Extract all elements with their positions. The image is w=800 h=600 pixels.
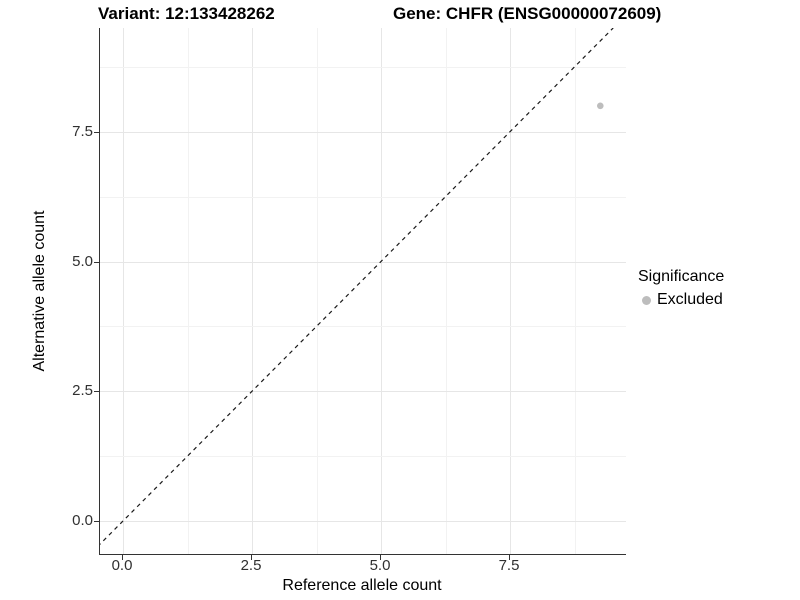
plot-title-gene: Gene: CHFR (ENSG00000072609) (393, 4, 662, 23)
y-tick-mark (94, 521, 99, 522)
y-tick-mark (94, 391, 99, 393)
gridline-major-vertical (123, 28, 124, 554)
x-tick-label: 7.5 (498, 557, 520, 574)
y-tick-mark (94, 131, 99, 133)
gridline-minor-vertical (574, 28, 576, 554)
x-tick-mark (509, 555, 510, 560)
x-tick-label: 5.0 (369, 557, 391, 574)
gridline-major-horizontal (100, 391, 626, 393)
legend-item-excluded: Excluded (642, 291, 724, 309)
grid-layer (100, 28, 626, 554)
y-axis-label: Alternative allele count (31, 210, 48, 372)
gridline-major-vertical (252, 28, 253, 554)
x-tick-label: 2.5 (240, 557, 262, 574)
y-tick-label: 7.5 (72, 122, 93, 140)
gridline-minor-horizontal (100, 66, 626, 68)
plot-title-variant: Variant: 12:133428262 (98, 4, 275, 23)
y-tick-mark (94, 261, 99, 263)
y-tick-label: 2.5 (72, 382, 93, 400)
y-tick-label: 5.0 (72, 252, 93, 270)
y-tick-label: 0.0 (72, 512, 93, 529)
gridline-minor-horizontal (100, 326, 626, 328)
gridline-major-vertical (510, 28, 511, 554)
x-tick-mark (122, 555, 123, 560)
x-axis-label: Reference allele count (282, 577, 442, 594)
gridline-major-horizontal (100, 131, 626, 133)
legend-item-label: Excluded (657, 291, 723, 308)
gridline-minor-vertical (187, 28, 189, 554)
plot-panel (99, 28, 626, 555)
gridline-minor-horizontal (100, 456, 626, 458)
gridline-minor-horizontal (100, 196, 626, 198)
identity-line (100, 28, 614, 545)
plot-geoms (100, 28, 614, 545)
x-tick-label: 0.0 (111, 557, 133, 574)
legend-title: Significance (638, 268, 725, 285)
x-tick-mark (251, 555, 252, 560)
gridline-major-horizontal (100, 521, 626, 522)
gridline-major-horizontal (100, 261, 626, 263)
gridline-minor-vertical (316, 28, 318, 554)
gridline-major-vertical (381, 28, 382, 554)
gridline-minor-vertical (445, 28, 447, 554)
legend: Significance Excluded (638, 267, 724, 309)
x-tick-mark (380, 555, 381, 560)
data-point (597, 102, 604, 110)
legend-point-icon (642, 295, 651, 305)
